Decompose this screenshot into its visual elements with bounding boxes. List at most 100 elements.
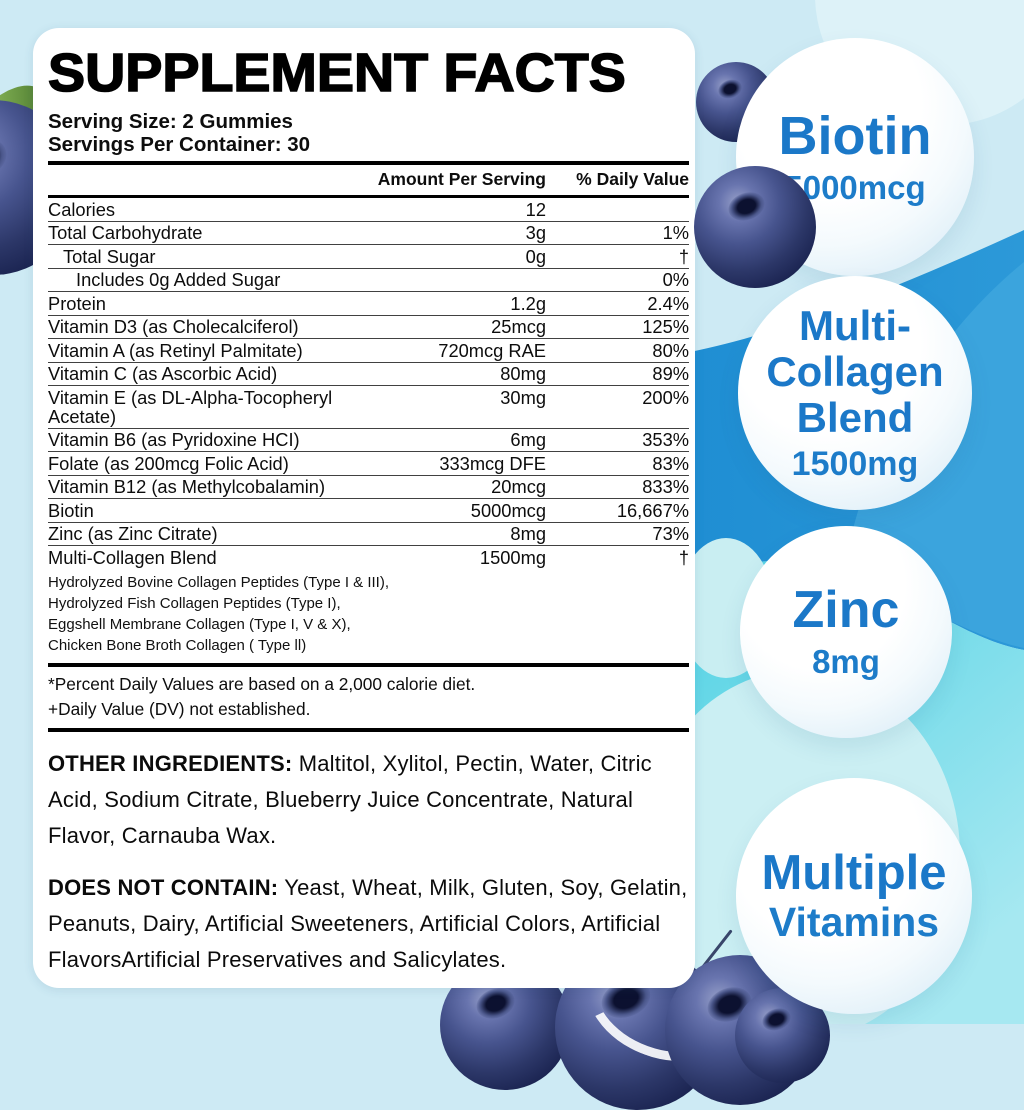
- row-amount: 1500mg: [479, 546, 546, 568]
- blend-component-line: Chicken Bone Broth Collagen ( Type ll): [48, 636, 307, 654]
- row-name: Protein: [48, 292, 106, 314]
- highlight-title: Multiple: [761, 846, 947, 900]
- row-name: Total Carbohydrate: [48, 222, 203, 243]
- highlight-amount: 1500mg: [791, 444, 919, 483]
- row-name: Vitamin A (as Retinyl Palmitate): [48, 339, 303, 361]
- facts-row: Vitamin B6 (as Pyridoxine HCI) 6mg 353%: [48, 429, 689, 452]
- other-ingredients-paragraph: OTHER INGREDIENTS: Maltitol, Xylitol, Pe…: [48, 746, 689, 854]
- footnote-dv-not-established: +Daily Value (DV) not established.: [48, 698, 311, 719]
- facts-header-row: Amount Per Serving % Daily Value: [48, 165, 689, 195]
- row-name: Multi-Collagen Blend: [48, 546, 217, 568]
- other-ingredients-text: Maltitol, Xylitol, Pectin, Water, Citric…: [48, 750, 652, 848]
- facts-row: Total Carbohydrate 3g 1%: [48, 222, 689, 245]
- blend-component-line: Hydrolyzed Bovine Collagen Peptides (Typ…: [48, 573, 390, 591]
- row-dv: 73%: [652, 523, 689, 544]
- divider: [48, 727, 689, 732]
- row-amount: 80mg: [500, 363, 546, 384]
- row-dv: 1%: [662, 222, 689, 243]
- row-name: Includes 0g Added Sugar: [76, 269, 281, 290]
- amount-header: Amount Per Serving: [377, 169, 546, 189]
- footnote-daily-values: *Percent Daily Values are based on a 2,0…: [48, 673, 476, 694]
- row-dv: 833%: [642, 476, 689, 497]
- serving-size: Serving Size: 2 Gummies: [48, 110, 293, 133]
- row-amount: 8mg: [510, 523, 546, 544]
- row-dv: †: [678, 245, 689, 267]
- row-amount: 333mcg DFE: [439, 452, 546, 474]
- facts-row: Biotin 5000mcg 16,667%: [48, 499, 689, 523]
- row-name: Vitamin C (as Ascorbic Acid): [48, 363, 278, 384]
- highlight-title: Multi-: [799, 301, 911, 349]
- row-amount: 5000mcg: [470, 499, 546, 521]
- row-dv: 2.4%: [647, 292, 689, 314]
- row-dv: 0%: [662, 269, 689, 290]
- blend-component-line: Eggshell Membrane Collagen (Type I, V & …: [48, 615, 351, 633]
- blueberry-right-large-image: [694, 166, 816, 288]
- divider: [48, 195, 689, 198]
- daily-value-header: % Daily Value: [576, 169, 689, 189]
- row-dv: [546, 200, 689, 219]
- row-name: Folate (as 200mcg Folic Acid): [48, 452, 289, 474]
- row-name: Vitamin D3 (as Cholecalciferol): [48, 316, 299, 337]
- supplement-panel: SUPPLEMENT FACTS Serving Size: 2 Gummies…: [33, 28, 695, 988]
- other-ingredients-label: OTHER INGREDIENTS:: [48, 750, 293, 776]
- row-dv: 89%: [652, 363, 689, 384]
- highlight-circle-multiple-vitamins: Multiple Vitamins: [736, 778, 972, 1014]
- row-amount: [346, 270, 546, 289]
- highlight-title: Collagen: [766, 347, 944, 395]
- facts-row: Zinc (as Zinc Citrate) 8mg 73%: [48, 523, 689, 546]
- does-not-contain-label: DOES NOT CONTAIN:: [48, 874, 279, 900]
- highlight-title: Blend: [796, 393, 914, 441]
- row-dv: 83%: [652, 452, 689, 474]
- does-not-contain-text: Yeast, Wheat, Milk, Gluten, Soy, Gelatin…: [48, 874, 688, 972]
- highlight-title: Zinc: [792, 581, 900, 639]
- page-background: { "panel": { "title": "SUPPLEMENT FACTS"…: [0, 0, 1024, 1024]
- facts-row: Total Sugar 0g †: [48, 245, 689, 269]
- row-name: Vitamin E (as DL-Alpha-Tocopheryl Acetat…: [48, 386, 333, 427]
- row-dv: 200%: [642, 386, 689, 408]
- supplement-title: SUPPLEMENT FACTS: [47, 43, 627, 103]
- facts-row: Multi-Collagen Blend 1500mg †: [48, 546, 689, 569]
- row-dv: 16,667%: [616, 499, 689, 521]
- row-amount: 1.2g: [510, 292, 546, 314]
- blend-components: Hydrolyzed Bovine Collagen Peptides (Typ…: [48, 569, 689, 661]
- servings-per-container: Servings Per Container: 30: [48, 133, 311, 156]
- row-name: Total Sugar: [63, 245, 156, 267]
- row-amount: 30mg: [500, 386, 546, 408]
- divider: [48, 161, 689, 165]
- row-name: Biotin: [48, 499, 94, 521]
- row-amount: 12: [525, 198, 546, 220]
- row-name: Vitamin B12 (as Methylcobalamin): [48, 476, 326, 497]
- highlight-title: Biotin: [778, 105, 932, 166]
- facts-table: Calories 12 Total Carbohydrate 3g 1% Tot…: [48, 198, 689, 569]
- highlight-subtitle: Vitamins: [768, 899, 940, 945]
- row-name: Vitamin B6 (as Pyridoxine HCI): [48, 429, 300, 450]
- row-amount: 25mcg: [491, 316, 546, 337]
- row-dv: 80%: [652, 339, 689, 361]
- footnotes: *Percent Daily Values are based on a 2,0…: [48, 667, 689, 727]
- row-name: Zinc (as Zinc Citrate): [48, 523, 218, 544]
- facts-row: Vitamin A (as Retinyl Palmitate) 720mcg …: [48, 339, 689, 363]
- highlight-amount: 8mg: [812, 643, 880, 680]
- does-not-contain-paragraph: DOES NOT CONTAIN: Yeast, Wheat, Milk, Gl…: [48, 870, 689, 978]
- row-dv: 125%: [642, 316, 689, 337]
- facts-row: Folate (as 200mcg Folic Acid) 333mcg DFE…: [48, 452, 689, 476]
- facts-row: Vitamin D3 (as Cholecalciferol) 25mcg 12…: [48, 316, 689, 339]
- highlight-circle-zinc: Zinc 8mg: [740, 526, 952, 738]
- facts-row: Vitamin B12 (as Methylcobalamin) 20mcg 8…: [48, 476, 689, 499]
- facts-row: Vitamin E (as DL-Alpha-Tocopheryl Acetat…: [48, 386, 689, 429]
- row-amount: 720mcg RAE: [438, 339, 546, 361]
- row-amount: 6mg: [510, 429, 546, 450]
- highlight-circle-multi-collagen: Multi- Collagen Blend 1500mg: [738, 276, 972, 510]
- facts-row: Calories 12: [48, 198, 689, 222]
- facts-row: Protein 1.2g 2.4%: [48, 292, 689, 316]
- row-dv: 353%: [642, 429, 689, 450]
- row-amount: 3g: [525, 222, 546, 243]
- divider: [48, 662, 689, 667]
- row-amount: 0g: [525, 245, 546, 267]
- facts-row: Vitamin C (as Ascorbic Acid) 80mg 89%: [48, 363, 689, 386]
- row-dv: †: [678, 546, 689, 568]
- facts-row: Includes 0g Added Sugar 0%: [48, 269, 689, 292]
- blend-component-line: Hydrolyzed Fish Collagen Peptides (Type …: [48, 594, 341, 612]
- row-amount: 20mcg: [491, 476, 546, 497]
- row-name: Calories: [48, 198, 116, 220]
